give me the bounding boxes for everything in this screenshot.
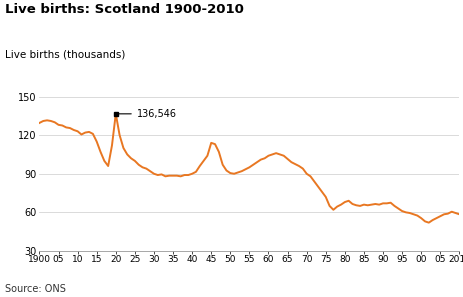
- Text: 136,546: 136,546: [119, 109, 176, 119]
- Text: Live births (thousands): Live births (thousands): [5, 49, 125, 59]
- Text: Source: ONS: Source: ONS: [5, 284, 65, 294]
- Text: Live births: Scotland 1900-2010: Live births: Scotland 1900-2010: [5, 3, 243, 16]
